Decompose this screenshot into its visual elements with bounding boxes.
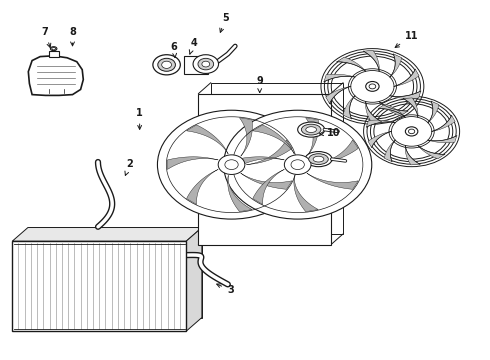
Circle shape	[198, 58, 214, 70]
Text: 7: 7	[42, 27, 51, 48]
Polygon shape	[246, 140, 292, 165]
Text: 3: 3	[217, 284, 234, 295]
Ellipse shape	[52, 48, 55, 50]
Polygon shape	[418, 145, 445, 159]
Polygon shape	[12, 228, 202, 241]
Circle shape	[193, 55, 219, 73]
Polygon shape	[313, 140, 358, 165]
Text: 5: 5	[220, 13, 229, 32]
Text: 8: 8	[69, 27, 76, 46]
Text: 11: 11	[395, 31, 418, 48]
Polygon shape	[394, 69, 419, 86]
Ellipse shape	[306, 127, 317, 132]
Circle shape	[223, 110, 372, 219]
Polygon shape	[306, 118, 318, 156]
Polygon shape	[367, 120, 395, 127]
Circle shape	[405, 127, 418, 136]
Ellipse shape	[309, 154, 328, 165]
Circle shape	[369, 84, 376, 89]
Text: 9: 9	[256, 76, 263, 93]
Ellipse shape	[50, 47, 57, 51]
Text: 1: 1	[136, 108, 143, 129]
Polygon shape	[324, 74, 355, 82]
Polygon shape	[228, 175, 252, 212]
Polygon shape	[241, 173, 292, 189]
Circle shape	[291, 160, 304, 170]
Polygon shape	[187, 170, 218, 204]
Circle shape	[409, 129, 415, 134]
Polygon shape	[294, 175, 318, 212]
Circle shape	[225, 160, 238, 170]
Ellipse shape	[305, 152, 332, 167]
Polygon shape	[186, 228, 202, 331]
Polygon shape	[428, 101, 439, 123]
Polygon shape	[198, 94, 331, 245]
Polygon shape	[364, 50, 379, 71]
Polygon shape	[253, 125, 294, 154]
Polygon shape	[307, 173, 358, 189]
Polygon shape	[428, 136, 457, 143]
Circle shape	[153, 55, 180, 75]
Polygon shape	[28, 228, 202, 318]
Circle shape	[162, 61, 172, 68]
Text: 4: 4	[189, 38, 197, 54]
Polygon shape	[390, 54, 402, 77]
Polygon shape	[368, 131, 392, 148]
Polygon shape	[384, 140, 395, 162]
Polygon shape	[366, 102, 381, 122]
Polygon shape	[168, 157, 218, 170]
Polygon shape	[187, 125, 228, 154]
Circle shape	[157, 110, 306, 219]
Polygon shape	[432, 115, 455, 131]
Ellipse shape	[313, 156, 324, 162]
Polygon shape	[234, 157, 284, 170]
Circle shape	[218, 155, 245, 175]
Polygon shape	[337, 57, 366, 71]
Text: 10: 10	[319, 128, 340, 138]
Polygon shape	[28, 56, 83, 95]
Bar	[49, 51, 58, 57]
Polygon shape	[253, 170, 284, 204]
Polygon shape	[326, 86, 351, 104]
Bar	[184, 56, 208, 74]
Ellipse shape	[301, 124, 321, 135]
Circle shape	[284, 155, 311, 175]
Polygon shape	[378, 104, 405, 117]
Polygon shape	[403, 98, 418, 117]
Polygon shape	[379, 102, 408, 116]
Polygon shape	[211, 83, 343, 234]
Circle shape	[158, 58, 175, 71]
Circle shape	[366, 81, 379, 91]
Ellipse shape	[297, 122, 325, 137]
Text: 2: 2	[125, 159, 133, 175]
Polygon shape	[405, 145, 420, 165]
Text: 6: 6	[171, 42, 177, 58]
Polygon shape	[240, 118, 252, 156]
Polygon shape	[390, 91, 421, 99]
Circle shape	[202, 61, 210, 67]
Polygon shape	[343, 96, 355, 119]
Polygon shape	[12, 241, 186, 331]
